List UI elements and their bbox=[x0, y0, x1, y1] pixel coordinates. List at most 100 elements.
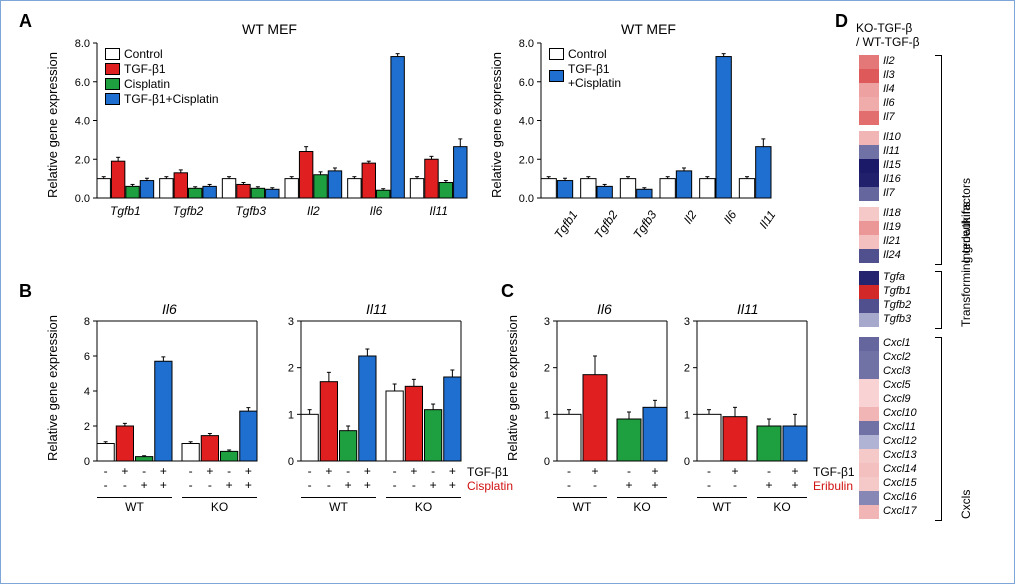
heat-Tgfa bbox=[859, 271, 879, 285]
section-Transforming growth factors: Transforming growth factors bbox=[959, 178, 973, 327]
heat-Cxcl5 bbox=[859, 379, 879, 393]
svg-text:1: 1 bbox=[288, 409, 294, 421]
svg-text:-: - bbox=[308, 478, 312, 492]
heat-Cxcl3 bbox=[859, 365, 879, 379]
heat-Il19 bbox=[859, 221, 879, 235]
heat-label-Cxcl3: Cxcl3 bbox=[883, 365, 911, 377]
heat-Tgfb3 bbox=[859, 313, 879, 327]
heat-label-Cxcl17: Cxcl17 bbox=[883, 505, 917, 517]
heat-Cxcl17 bbox=[859, 505, 879, 519]
heat-Il4 bbox=[859, 83, 879, 97]
axlabel-a-right: Relative gene expression bbox=[489, 52, 504, 198]
xcat-a-left-Tgfb3: Tgfb3 bbox=[229, 204, 273, 218]
svg-text:+: + bbox=[245, 478, 252, 492]
heat-label-Il7: Il7 bbox=[883, 187, 895, 199]
heat-label-Cxcl11: Cxcl11 bbox=[883, 421, 916, 433]
svg-text:8: 8 bbox=[84, 316, 90, 328]
svg-text:+: + bbox=[121, 464, 128, 478]
svg-text:-: - bbox=[142, 464, 146, 478]
xcat-a-left-Il2: Il2 bbox=[291, 204, 335, 218]
svg-text:-: - bbox=[733, 478, 737, 492]
svg-text:-: - bbox=[767, 464, 771, 478]
heat-label-Il2: Il2 bbox=[883, 55, 895, 67]
svg-text:1: 1 bbox=[544, 409, 550, 421]
svg-text:3: 3 bbox=[544, 316, 550, 328]
svg-text:-: - bbox=[593, 478, 597, 492]
svg-text:2.0: 2.0 bbox=[75, 154, 90, 166]
svg-text:+: + bbox=[245, 464, 252, 478]
heat-label-Cxcl13: Cxcl13 bbox=[883, 449, 917, 461]
svg-text:+: + bbox=[325, 464, 332, 478]
svg-text:-: - bbox=[208, 478, 212, 492]
chart-b-Il6: Il6 bbox=[162, 301, 177, 317]
heat-Cxcl2 bbox=[859, 351, 879, 365]
svg-text:+: + bbox=[430, 478, 437, 492]
section-Cxcls: Cxcls bbox=[959, 490, 973, 519]
svg-text:-: - bbox=[707, 478, 711, 492]
svg-text:3: 3 bbox=[684, 316, 690, 328]
heat-Il21 bbox=[859, 235, 879, 249]
svg-text:+: + bbox=[731, 464, 738, 478]
svg-text:-: - bbox=[123, 478, 127, 492]
heat-Cxcl9 bbox=[859, 393, 879, 407]
svg-text:3: 3 bbox=[288, 316, 294, 328]
svg-text:0: 0 bbox=[684, 456, 690, 468]
svg-text:1: 1 bbox=[684, 409, 690, 421]
svg-text:4: 4 bbox=[84, 386, 90, 398]
svg-text:-: - bbox=[707, 464, 711, 478]
heat-label-Cxcl5: Cxcl5 bbox=[883, 379, 911, 391]
heat-Cxcl12 bbox=[859, 435, 879, 449]
heat-Tgfb2 bbox=[859, 299, 879, 313]
heat-label-Cxcl16: Cxcl16 bbox=[883, 491, 917, 503]
svg-text:+: + bbox=[449, 478, 456, 492]
legend-a-left: ControlTGF-β1CisplatinTGF-β1+Cisplatin bbox=[105, 47, 219, 107]
xcat-a-left-Tgfb1: Tgfb1 bbox=[103, 204, 147, 218]
svg-text:-: - bbox=[104, 478, 108, 492]
svg-text:0: 0 bbox=[84, 456, 90, 468]
svg-text:4.0: 4.0 bbox=[519, 116, 534, 128]
chart-c-Il11: Il11 bbox=[737, 301, 759, 317]
heat-Il10 bbox=[859, 131, 879, 145]
heat-label-Tgfb2: Tgfb2 bbox=[883, 299, 911, 311]
svg-text:+: + bbox=[364, 464, 371, 478]
svg-text:+: + bbox=[345, 478, 352, 492]
chart-c-Il6: Il6 bbox=[597, 301, 612, 317]
heat-label-Cxcl14: Cxcl14 bbox=[883, 463, 917, 475]
svg-text:8.0: 8.0 bbox=[75, 38, 90, 50]
bracket-Transforming growth factors bbox=[935, 271, 942, 329]
heat-label-Il15: Il15 bbox=[883, 159, 901, 171]
svg-text:-: - bbox=[308, 464, 312, 478]
heat-Cxcl14 bbox=[859, 463, 879, 477]
bracket-Interleukins bbox=[935, 55, 942, 265]
heat-label-Il24: Il24 bbox=[883, 249, 901, 261]
cond-b-Cisplatin: Cisplatin bbox=[467, 479, 513, 493]
svg-text:-: - bbox=[412, 478, 416, 492]
heat-label-Il19: Il19 bbox=[883, 221, 901, 233]
heat-label-Cxcl1: Cxcl1 bbox=[883, 337, 911, 349]
heat-Il15 bbox=[859, 159, 879, 173]
svg-text:0: 0 bbox=[544, 456, 550, 468]
svg-text:+: + bbox=[765, 478, 772, 492]
svg-text:-: - bbox=[189, 464, 193, 478]
xcat-a-left-Tgfb2: Tgfb2 bbox=[166, 204, 210, 218]
axlabel-c: Relative gene expression bbox=[505, 315, 520, 461]
heat-label-Cxcl2: Cxcl2 bbox=[883, 351, 911, 363]
panel-letter-a: A bbox=[19, 11, 32, 32]
svg-text:0: 0 bbox=[288, 456, 294, 468]
svg-text:-: - bbox=[567, 478, 571, 492]
svg-text:2: 2 bbox=[544, 363, 550, 375]
svg-text:+: + bbox=[141, 478, 148, 492]
svg-text:6.0: 6.0 bbox=[519, 77, 534, 89]
svg-text:0.0: 0.0 bbox=[519, 193, 534, 205]
heat-Il18 bbox=[859, 207, 879, 221]
svg-text:+: + bbox=[449, 464, 456, 478]
svg-text:-: - bbox=[104, 464, 108, 478]
svg-text:2.0: 2.0 bbox=[519, 154, 534, 166]
svg-text:+: + bbox=[364, 478, 371, 492]
svg-text:+: + bbox=[791, 464, 798, 478]
svg-text:+: + bbox=[591, 464, 598, 478]
svg-text:6.0: 6.0 bbox=[75, 77, 90, 89]
axlabel-a-left: Relative gene expression bbox=[45, 52, 60, 198]
heat-Il16 bbox=[859, 173, 879, 187]
heat-Cxcl10 bbox=[859, 407, 879, 421]
